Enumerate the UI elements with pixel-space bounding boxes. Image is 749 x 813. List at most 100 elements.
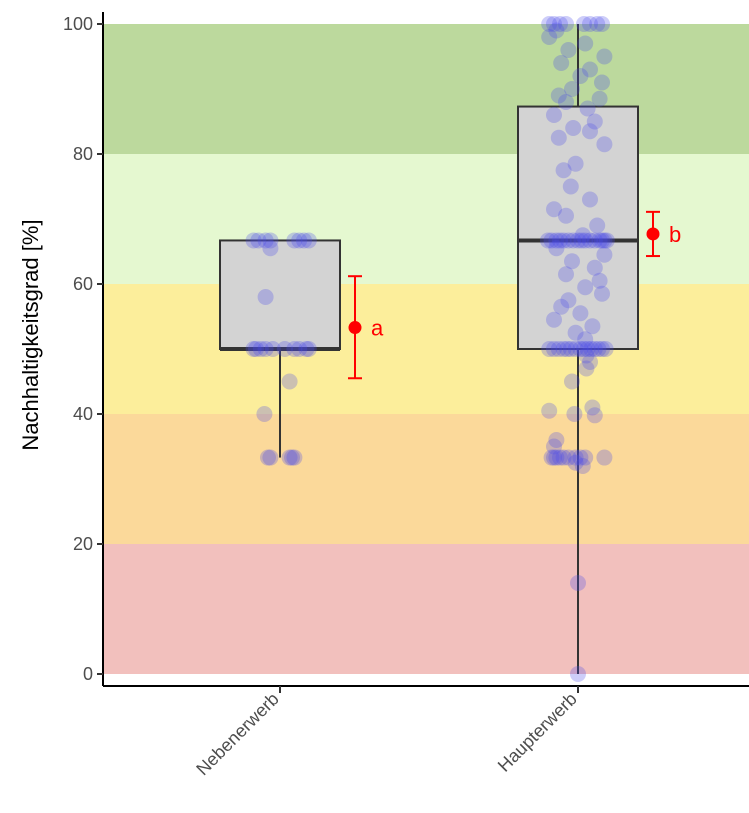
data-point-1-38 [548,232,565,249]
y-tick-label-0: 0 [83,664,93,684]
data-point-0-3 [262,232,279,249]
data-point-1-86 [584,399,601,416]
data-point-0-5 [291,232,308,249]
data-point-1-98 [567,449,584,466]
data-point-1-57 [591,272,608,289]
significance-label-0: a [371,316,384,341]
x-tick-label-1: Haupterwerb [494,689,581,776]
data-point-1-74 [572,341,589,357]
data-point-1-88 [566,406,583,422]
data-point-1-80 [594,341,610,357]
data-point-1-50 [596,232,613,249]
data-point-1-35 [574,227,591,244]
data-point-0-13 [257,341,274,357]
data-point-1-54 [564,253,580,270]
x-tick-label-0: Nebenerwerb [192,689,283,780]
box-0 [219,239,341,350]
data-point-1-83 [582,354,598,370]
data-point-1-0 [541,16,558,32]
data-point-1-101 [596,449,613,466]
data-point-1-63 [546,311,562,328]
data-point-1-55 [586,259,603,276]
data-point-1-48 [591,232,608,249]
data-point-1-73 [567,341,584,357]
data-point-1-13 [553,55,570,71]
data-point-1-78 [586,341,603,357]
data-point-1-20 [558,94,574,110]
data-point-1-71 [559,341,576,357]
data-point-1-82 [578,347,595,364]
mean-point-0 [348,321,362,335]
band-1 [103,414,749,544]
box-layer [219,24,639,674]
data-point-1-81 [597,341,614,357]
data-point-1-43 [570,232,586,249]
data-point-1-51 [598,232,615,249]
data-point-0-16 [286,341,303,357]
data-point-0-8 [262,240,279,257]
band-2 [103,284,749,414]
data-point-0-6 [296,232,312,249]
data-point-1-103 [574,458,591,474]
data-point-1-14 [582,61,598,78]
data-point-1-75 [576,341,592,357]
data-point-0-14 [264,341,281,357]
data-point-1-21 [579,100,596,117]
data-point-1-36 [540,232,556,249]
data-point-1-65 [567,324,584,341]
data-point-1-37 [543,232,560,249]
data-point-0-9 [257,289,274,305]
data-point-1-67 [541,341,558,357]
band-0 [103,544,749,674]
data-point-1-100 [577,449,594,466]
data-point-1-27 [596,136,613,153]
data-point-1-4 [576,16,592,32]
data-point-1-9 [541,29,558,45]
data-point-1-18 [550,87,567,104]
data-point-1-12 [596,48,613,65]
data-point-1-68 [546,341,562,357]
data-point-0-22 [260,449,276,466]
data-point-1-8 [548,22,565,39]
data-point-1-49 [594,232,610,249]
data-point-1-32 [546,201,562,218]
data-point-1-7 [594,16,610,32]
data-point-1-2 [552,16,568,32]
data-point-1-102 [567,454,584,471]
band-4 [103,24,749,154]
data-point-1-26 [550,129,567,146]
data-point-1-59 [594,285,610,302]
data-point-1-79 [590,341,607,357]
data-point-1-47 [586,232,603,249]
mean-layer: ab [348,210,681,380]
data-point-1-84 [578,360,595,377]
data-point-1-46 [582,232,598,249]
data-point-0-15 [276,341,293,357]
data-point-0-17 [291,341,308,357]
data-point-1-29 [555,162,572,179]
data-point-1-94 [548,449,565,466]
data-point-0-0 [245,232,262,249]
y-tick-label-2: 40 [73,404,93,424]
data-point-1-25 [582,123,598,140]
data-point-1-39 [552,232,568,249]
data-point-1-56 [558,266,574,283]
data-point-1-69 [550,341,567,357]
data-point-1-77 [583,341,600,357]
data-point-0-21 [256,406,273,422]
data-point-1-90 [548,432,565,448]
data-point-1-97 [560,449,577,466]
data-point-1-53 [596,246,613,263]
band-3 [103,154,749,284]
data-point-1-85 [564,373,580,390]
data-point-1-96 [555,449,572,466]
data-point-1-11 [560,42,577,58]
data-point-1-70 [555,341,572,357]
data-point-1-95 [552,449,568,466]
y-tick-label-3: 60 [73,274,93,294]
data-point-1-6 [589,16,606,32]
data-point-1-62 [572,305,589,322]
y-tick-label-5: 100 [63,14,93,34]
data-point-1-30 [562,178,579,195]
